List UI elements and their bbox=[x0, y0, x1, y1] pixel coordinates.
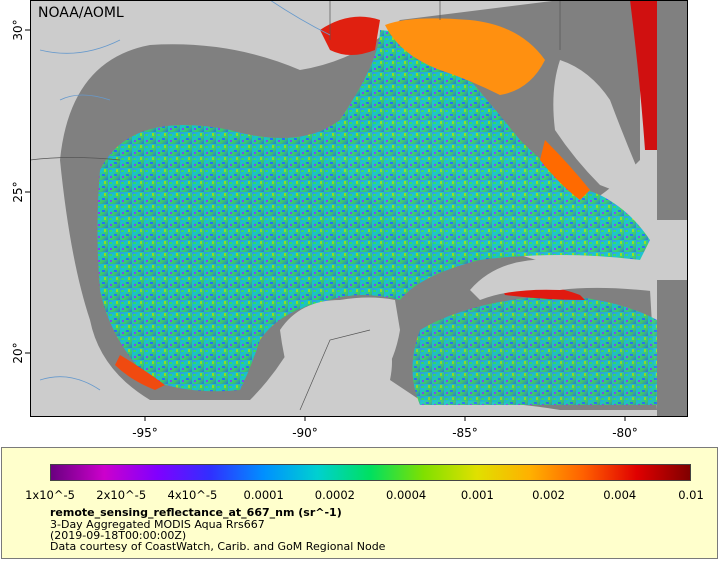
east-no-data-strip bbox=[657, 0, 687, 417]
louisiana-coast-red bbox=[320, 16, 380, 56]
map-border bbox=[30, 0, 688, 417]
florida-coast-red bbox=[540, 140, 590, 200]
y-axis: 30° 25° 20° bbox=[11, 19, 30, 364]
colorbar-tick-label: 0.004 bbox=[603, 488, 637, 502]
yucatan-land bbox=[280, 297, 400, 410]
colorbar-tick-label: 0.01 bbox=[678, 488, 704, 502]
colorbar-tick-label: 0.0001 bbox=[243, 488, 284, 502]
x-tick-label: -95° bbox=[132, 426, 158, 440]
country-border bbox=[299, 329, 371, 411]
y-tick-label: 30° bbox=[11, 19, 25, 40]
colorbar-tick-label: 0.001 bbox=[460, 488, 494, 502]
cuba-land bbox=[470, 259, 660, 300]
x-axis: -95° -90° -85° -80° bbox=[132, 416, 638, 440]
river bbox=[39, 0, 331, 391]
gulf-reflectance-field bbox=[97, 30, 650, 392]
colorbar-tick-label: 0.0004 bbox=[385, 488, 427, 502]
colorbar-tick-label: 4x10^-5 bbox=[167, 488, 218, 502]
x-tick-label: -80° bbox=[612, 426, 638, 440]
colorbar bbox=[50, 464, 691, 481]
mississippi-plume bbox=[385, 18, 545, 96]
colorbar-tick-label: 0.002 bbox=[532, 488, 566, 502]
y-tick-label: 20° bbox=[11, 342, 25, 363]
y-tick-label: 25° bbox=[11, 181, 25, 202]
state-border bbox=[329, 0, 561, 50]
colorbar-tick-label: 2x10^-5 bbox=[96, 488, 147, 502]
watermark: NOAA/AOML bbox=[38, 5, 124, 21]
east-land-strip bbox=[657, 220, 687, 280]
x-tick-label: -85° bbox=[452, 426, 478, 440]
legend-product: 3-Day Aggregated MODIS Aqua Rrs667 bbox=[50, 518, 265, 531]
caribbean-reflectance-field bbox=[412, 295, 657, 405]
florida-east-red bbox=[630, 0, 657, 150]
legend-title: remote_sensing_reflectance_at_667_nm (sr… bbox=[50, 506, 342, 519]
country-border bbox=[29, 157, 121, 161]
map-area: NOAA/AOML -95° -90° -85° -80° 30° 25° 20… bbox=[11, 0, 688, 440]
legend-credit: Data courtesy of CoastWatch, Carib. and … bbox=[50, 540, 386, 553]
legend-panel: 1x10^-5 2x10^-5 4x10^-5 0.0001 0.0002 0.0004 0… bbox=[1, 447, 718, 559]
x-tick-label: -90° bbox=[292, 426, 318, 440]
colorbar-tick-label: 1x10^-5 bbox=[25, 488, 75, 502]
florida-land bbox=[553, 60, 647, 200]
legend-date: (2019-09-18T00:00:00Z) bbox=[50, 529, 187, 542]
colorbar-tick-label: 0.0002 bbox=[314, 488, 355, 502]
yucatan-red bbox=[115, 355, 165, 390]
